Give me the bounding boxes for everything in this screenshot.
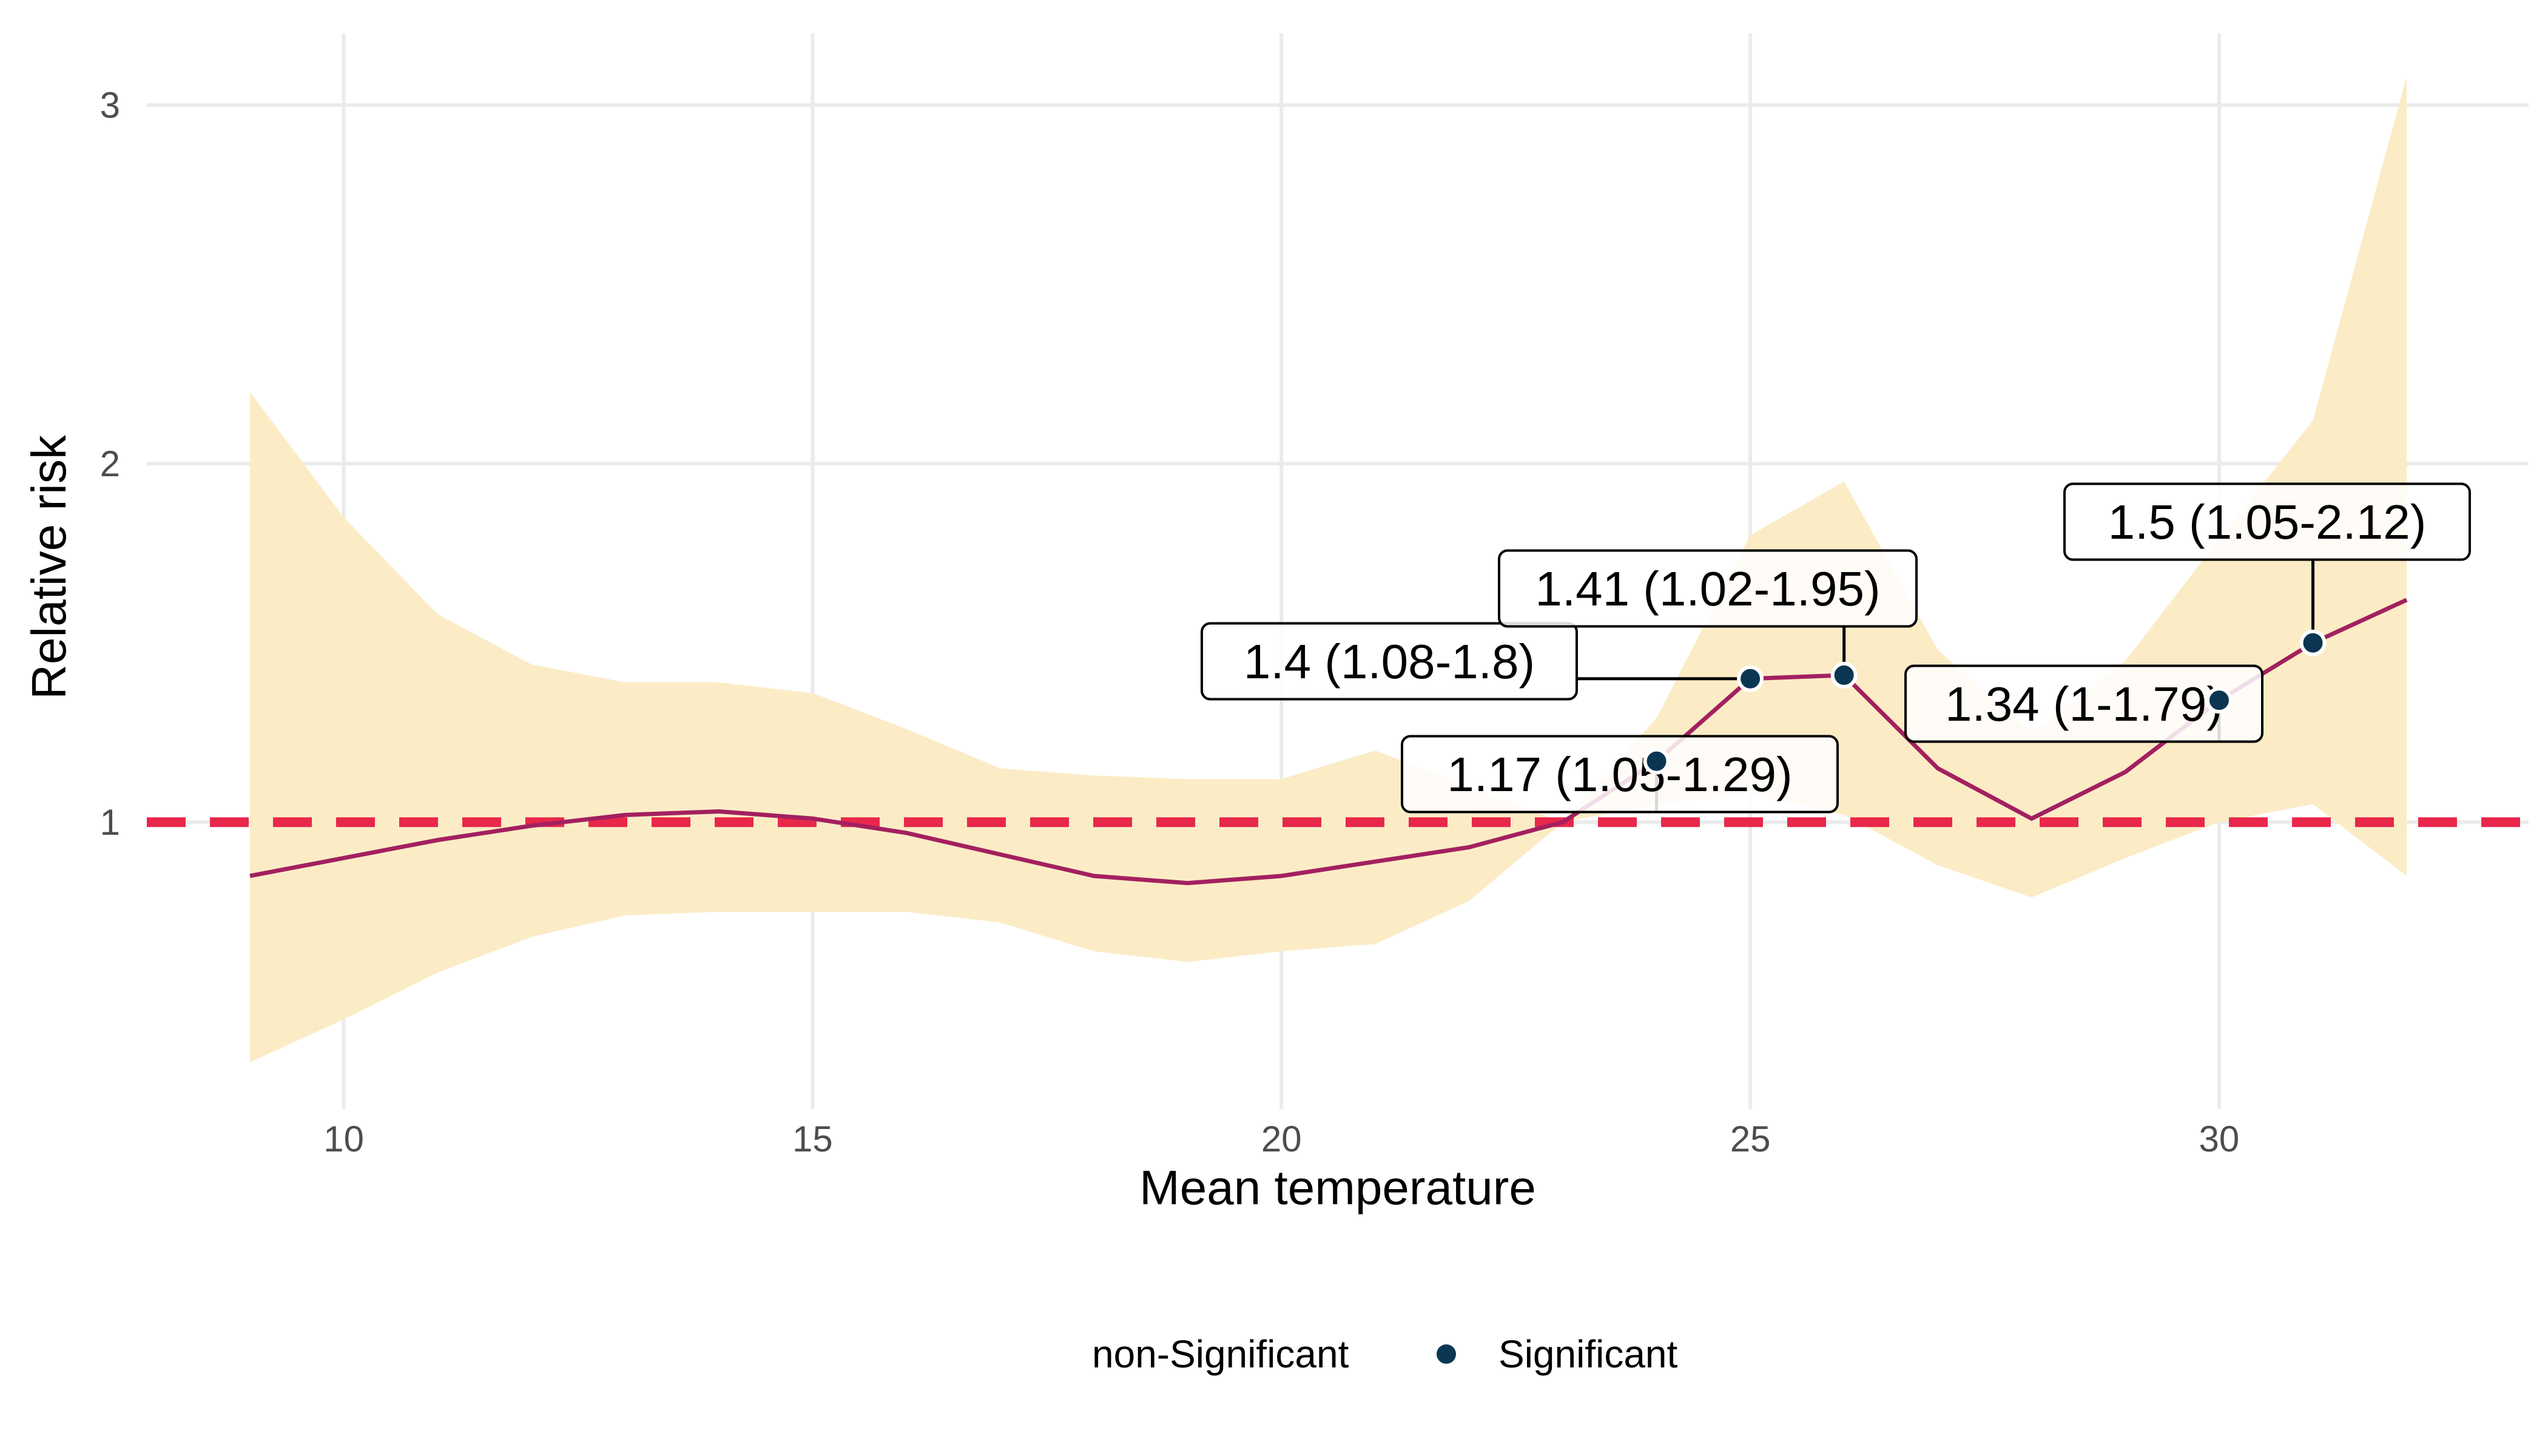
annotation-label: 1.5 (1.05-2.12): [2063, 482, 2471, 643]
x-tick-label: 20: [1261, 1119, 1302, 1159]
annotation-label: 1.34 (1-1.79): [1904, 664, 2263, 743]
confidence-ribbon: [250, 76, 2407, 1063]
annotation-box: [1498, 549, 1918, 628]
annotation-text: 1.41 (1.02-1.95): [1535, 562, 1880, 616]
y-tick-label: 3: [100, 85, 120, 126]
annotation-box: [1904, 664, 2263, 743]
annotation-label: 1.4 (1.08-1.8): [1201, 622, 1751, 701]
x-tick-label: 30: [2199, 1119, 2240, 1159]
annotation-box: [1201, 622, 1578, 701]
legend-entry-non-significant: non-Significant: [1092, 1332, 1349, 1376]
tick-labels: 10 15 20 25 30 1 2 3: [100, 85, 2240, 1159]
x-tick-label: 15: [792, 1119, 833, 1159]
annotation-text: 1.34 (1-1.79): [1945, 677, 2223, 731]
significant-points: [1643, 629, 2327, 775]
significant-point: [2205, 687, 2233, 714]
annotation-box: [1401, 735, 1839, 814]
x-tick-label: 10: [323, 1119, 364, 1159]
annotation-text: 1.17 (1.05-1.29): [1447, 747, 1792, 801]
significant-point: [2299, 629, 2327, 656]
grid: [147, 33, 2529, 1109]
annotation-text: 1.5 (1.05-2.12): [2108, 495, 2427, 549]
relative-risk-line: [249, 598, 2408, 886]
annotation-label: 1.41 (1.02-1.95): [1498, 549, 1918, 675]
x-axis-title: Mean temperature: [1139, 1161, 1536, 1215]
significant-point: [1737, 665, 1764, 692]
significant-point: [1643, 747, 1670, 775]
legend: non-Significant Significant: [1092, 1332, 1678, 1376]
x-tick-label: 25: [1730, 1119, 1771, 1159]
annotation-label: 1.17 (1.05-1.29): [1401, 735, 1839, 814]
y-tick-label: 2: [100, 443, 120, 484]
y-tick-label: 1: [100, 802, 120, 843]
y-axis-title: Relative risk: [22, 434, 76, 699]
annotations: 1.17 (1.05-1.29) 1.4 (1.08-1.8)1.41 (1.02…: [1201, 482, 2471, 814]
legend-significant-marker: [1437, 1344, 1456, 1364]
significant-point: [1830, 661, 1858, 689]
annotation-text: 1.4 (1.08-1.8): [1244, 635, 1535, 689]
legend-entry-significant: Significant: [1498, 1332, 1678, 1376]
annotation-box: [2063, 482, 2471, 561]
